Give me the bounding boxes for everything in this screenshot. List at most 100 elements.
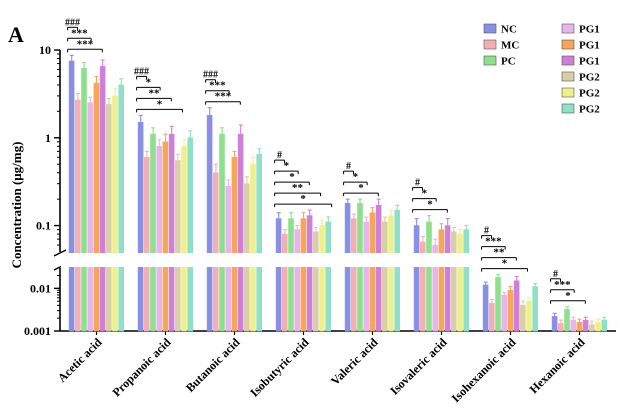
bar — [363, 221, 370, 332]
category-label: Isohexanoic acid — [449, 335, 519, 405]
bar — [181, 145, 187, 332]
category-label: Propanoic acid — [109, 335, 173, 399]
significance-label: * — [157, 98, 163, 110]
legend-label: PG2 — [579, 104, 600, 116]
bar — [438, 229, 445, 332]
significance-label: *** — [77, 38, 94, 50]
bar — [162, 141, 169, 332]
legend-swatch — [483, 23, 497, 34]
significance-label: * — [358, 182, 364, 194]
significance-label: * — [427, 199, 433, 211]
significance-label: # — [484, 226, 489, 237]
category-labels: Acetic acid Propanoic acid Butanoic acid Is… — [55, 335, 588, 405]
bar — [93, 82, 100, 332]
bar — [275, 218, 282, 332]
legend-label: PC — [501, 56, 516, 68]
bar — [106, 104, 112, 332]
panel-label: A — [8, 22, 24, 47]
bar — [250, 163, 256, 332]
bar — [601, 319, 608, 332]
significance-label: # — [346, 161, 351, 172]
bar — [187, 137, 193, 332]
bar — [87, 102, 93, 332]
bar — [206, 115, 213, 332]
bar — [551, 316, 558, 332]
bar — [99, 66, 106, 332]
legend-swatch — [483, 55, 497, 66]
significance-label: ### — [203, 70, 218, 81]
bar — [450, 231, 457, 332]
bar — [112, 95, 118, 332]
significance-label: * — [284, 160, 290, 172]
bar — [582, 319, 589, 332]
bar — [595, 321, 601, 332]
legend: NC MC PC PG1 PG1 PG1 PG2 PG2 PG2 — [483, 23, 600, 116]
axis-break-mark — [53, 249, 67, 257]
bar — [319, 225, 325, 332]
bar — [482, 284, 489, 332]
bar — [357, 202, 363, 332]
y-tick-label: 0.1 — [36, 219, 51, 233]
significance-label: *** — [71, 27, 88, 39]
legend-swatch — [483, 39, 497, 50]
bar — [426, 221, 432, 332]
bar — [501, 294, 508, 332]
category-label: Acetic acid — [55, 335, 105, 385]
bar — [156, 145, 162, 332]
significance-label: *** — [554, 279, 571, 291]
bar — [81, 67, 87, 332]
bar — [381, 221, 388, 332]
y-tick-label: 10 — [39, 43, 51, 57]
bar — [375, 205, 382, 332]
bar — [513, 280, 520, 332]
bar — [557, 323, 564, 332]
bar — [312, 231, 319, 332]
significance-label: ### — [65, 17, 80, 28]
bar — [570, 319, 577, 332]
significance-label: * — [289, 171, 295, 183]
bar — [519, 305, 526, 332]
bar — [281, 233, 288, 332]
significance-label: ### — [134, 66, 149, 77]
bar — [394, 209, 401, 332]
bar — [231, 156, 238, 332]
bar — [175, 160, 181, 332]
bar — [68, 60, 75, 332]
significance-label: * — [422, 188, 428, 200]
bar — [300, 218, 307, 332]
bar — [495, 277, 501, 332]
bar — [168, 133, 175, 332]
significance-label: ** — [292, 182, 304, 194]
category-label: Isobutyric acid — [247, 335, 312, 400]
legend-label: MC — [501, 40, 519, 52]
significance-label: *** — [215, 91, 232, 103]
significance-label: # — [277, 150, 282, 161]
bar — [306, 215, 313, 332]
bar — [526, 300, 532, 332]
legend-label: NC — [501, 24, 517, 36]
legend-swatch — [561, 71, 575, 82]
bar — [564, 309, 570, 332]
bar — [344, 202, 351, 332]
legend-label: PG2 — [579, 72, 600, 84]
significance-label: * — [502, 258, 508, 270]
significance-label: * — [353, 171, 359, 183]
bar — [75, 99, 81, 332]
bar — [256, 153, 263, 332]
legend-label: PG2 — [579, 88, 600, 100]
y-tick-label: 0.01 — [30, 281, 51, 295]
significance-label: # — [553, 269, 558, 280]
bar — [144, 156, 150, 332]
bar — [237, 133, 244, 332]
bar — [463, 229, 470, 332]
bar — [532, 286, 539, 332]
legend-label: PG1 — [579, 40, 600, 52]
bar — [507, 290, 514, 332]
bar — [137, 122, 144, 332]
bar — [118, 84, 124, 332]
bar — [457, 233, 463, 332]
bars-layer — [61, 54, 617, 332]
legend-label: PG1 — [579, 24, 600, 36]
axis-break-gap — [61, 253, 617, 267]
